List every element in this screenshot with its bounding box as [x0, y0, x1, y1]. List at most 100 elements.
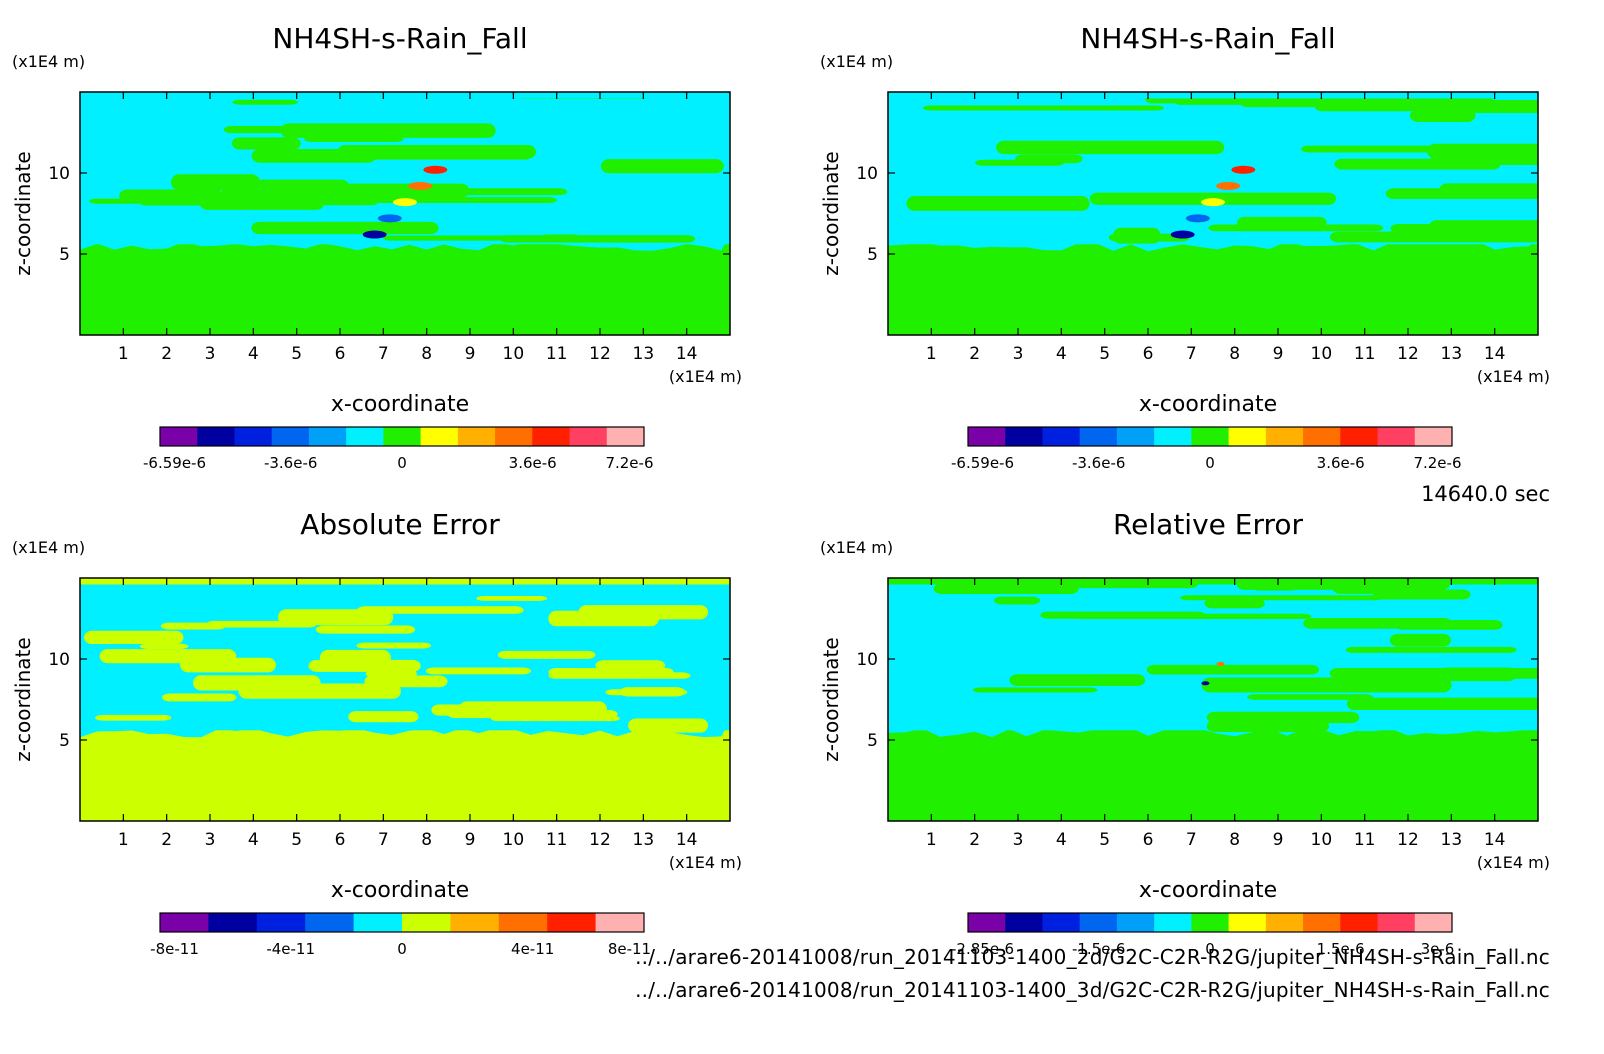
x-axis-label: x-coordinate [331, 392, 469, 417]
colorbar-swatch [968, 913, 1006, 932]
x-tick-label: 9 [1273, 344, 1284, 364]
colorbar-swatch [595, 913, 645, 932]
colorbar-label: 4e-11 [511, 940, 554, 958]
field-stripe [357, 606, 524, 614]
colorbar-swatch [450, 913, 500, 932]
plot-frame [887, 577, 1539, 822]
y-axis-label: z-coordinate [11, 151, 35, 275]
field-stripe [84, 630, 184, 645]
field-feature [1231, 165, 1256, 174]
x-axis-unit: (x1E4 m) [1477, 853, 1550, 872]
field-stripe [382, 235, 633, 241]
field-stripe [993, 596, 1041, 605]
y-tick-label: 10 [48, 164, 70, 184]
field-stripe [538, 234, 583, 243]
chart-title: NH4SH-s-Rain_Fall [1080, 22, 1335, 55]
y-axis-unit: (x1E4 m) [12, 52, 85, 71]
colorbar-swatch [1265, 427, 1304, 446]
x-tick-label: 12 [1397, 830, 1419, 850]
colorbar-swatch [1340, 427, 1379, 446]
plot-frame [79, 91, 731, 336]
field-stripe [251, 221, 439, 235]
field-stripe [1247, 694, 1373, 700]
field-stripe [595, 660, 666, 672]
x-tick-label: 7 [1186, 344, 1197, 364]
x-tick-label: 8 [1229, 344, 1240, 364]
x-tick-label: 12 [589, 830, 611, 850]
field-stripe [548, 672, 691, 679]
colorbar-swatch [1414, 427, 1453, 446]
colorbar-swatch [271, 427, 310, 446]
field-stripe [1206, 720, 1330, 733]
x-tick-label: 2 [969, 344, 980, 364]
field-stripe [223, 126, 423, 134]
x-tick-label: 14 [1484, 344, 1506, 364]
colorbar-label: -8e-11 [150, 940, 199, 958]
x-tick-label: 7 [378, 344, 389, 364]
x-tick-label: 13 [1441, 344, 1463, 364]
colorbar-swatch [1116, 913, 1155, 932]
colorbar-swatch [197, 427, 235, 446]
colorbar-swatch [256, 913, 306, 932]
x-tick-label: 12 [589, 344, 611, 364]
field-stripe [1334, 158, 1501, 170]
colorbar-swatch [160, 427, 198, 446]
colorbar-swatch [1303, 427, 1341, 446]
colorbar-swatch [1116, 427, 1155, 446]
field-stripe [996, 140, 1225, 155]
colorbar-swatch [1377, 913, 1416, 932]
field-stripe [619, 687, 685, 697]
colorbar-label: 7.2e-6 [1413, 454, 1461, 472]
colorbar-label: -4e-11 [266, 940, 315, 958]
colorbar-swatch [1265, 913, 1304, 932]
y-tick-label: 5 [867, 731, 878, 751]
field-stripe [1237, 216, 1327, 228]
x-tick-label: 2 [161, 344, 172, 364]
x-tick-label: 8 [421, 830, 432, 850]
field-stripe [628, 718, 709, 733]
field-top-band [888, 578, 1538, 585]
chart-panel-1: NH4SH-s-Rain_Fall(x1E4 m)1 2 3 4 5 6 7 8 9 10 11 12… [11, 22, 742, 472]
field-stripe [476, 595, 547, 601]
colorbar-label: -1.5e-6 [1072, 940, 1125, 958]
field-stripe [304, 136, 404, 142]
contour-field [80, 578, 730, 821]
x-tick-label: 3 [205, 344, 216, 364]
colorbar-label: -6.59e-6 [143, 454, 206, 472]
field-stripe [315, 625, 416, 634]
colorbar-swatch [1005, 427, 1043, 446]
colorbar-label: -2.85e-6 [951, 940, 1014, 958]
x-tick-label: 3 [205, 830, 216, 850]
field-stripe [1406, 669, 1538, 679]
colorbar-swatch [547, 913, 597, 932]
x-tick-label: 10 [1311, 830, 1333, 850]
x-tick-label: 13 [633, 830, 655, 850]
field-stripe [1373, 589, 1471, 600]
field-stripe [119, 189, 224, 204]
colorbar-swatch [1191, 427, 1230, 446]
x-tick-label: 9 [465, 830, 476, 850]
y-tick-label: 10 [856, 650, 878, 670]
colorbar-swatch [1005, 913, 1043, 932]
source-file-3d: ../../arare6-20141008/run_20141103-1400_… [635, 978, 1550, 1002]
chart-title: NH4SH-s-Rain_Fall [272, 22, 527, 55]
chart-title: Absolute Error [300, 508, 500, 541]
colorbar-swatch [1303, 913, 1341, 932]
x-tick-label: 3 [1013, 344, 1024, 364]
field-feature [408, 181, 433, 190]
colorbar-swatch [1228, 427, 1267, 446]
field-stripe [348, 711, 419, 723]
x-axis-label: x-coordinate [331, 878, 469, 903]
field-stripe [1385, 188, 1538, 200]
x-tick-label: 12 [1397, 344, 1419, 364]
chart-panel-2: NH4SH-s-Rain_Fall(x1E4 m)1 2 3 4 5 6 7 8 9 10 11 12… [819, 22, 1550, 472]
contour-field [888, 92, 1538, 335]
field-feature [362, 230, 387, 239]
x-tick-label: 10 [503, 830, 525, 850]
field-stripe [1345, 646, 1517, 653]
x-tick-label: 5 [291, 830, 302, 850]
field-stripe [600, 159, 724, 174]
colorbar-swatch [402, 913, 451, 932]
colorbar-swatch [208, 913, 258, 932]
